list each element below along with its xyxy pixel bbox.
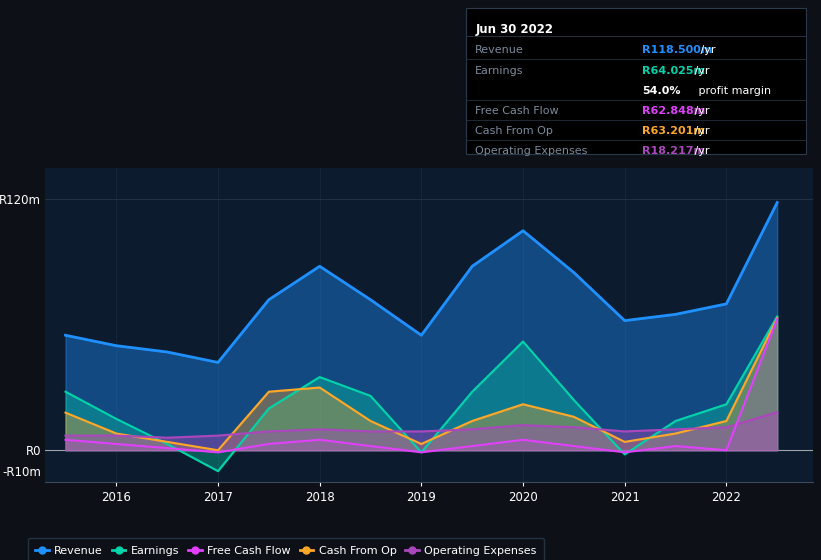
Text: /yr: /yr (691, 66, 710, 76)
Text: Cash From Op: Cash From Op (475, 126, 553, 136)
Legend: Revenue, Earnings, Free Cash Flow, Cash From Op, Operating Expenses: Revenue, Earnings, Free Cash Flow, Cash … (28, 538, 544, 560)
Text: Jun 30 2022: Jun 30 2022 (475, 23, 553, 36)
Text: Revenue: Revenue (475, 45, 524, 55)
Text: /yr: /yr (691, 106, 710, 116)
Text: profit margin: profit margin (695, 86, 772, 96)
Text: Earnings: Earnings (475, 66, 524, 76)
Text: R18.217m: R18.217m (642, 146, 705, 156)
Text: /yr: /yr (691, 146, 710, 156)
Text: 54.0%: 54.0% (642, 86, 681, 96)
Text: /yr: /yr (698, 45, 716, 55)
Text: /yr: /yr (691, 126, 710, 136)
Text: R118.500m: R118.500m (642, 45, 713, 55)
Text: R64.025m: R64.025m (642, 66, 705, 76)
Text: R63.201m: R63.201m (642, 126, 705, 136)
Text: Free Cash Flow: Free Cash Flow (475, 106, 559, 116)
Text: R62.848m: R62.848m (642, 106, 705, 116)
Text: Operating Expenses: Operating Expenses (475, 146, 588, 156)
